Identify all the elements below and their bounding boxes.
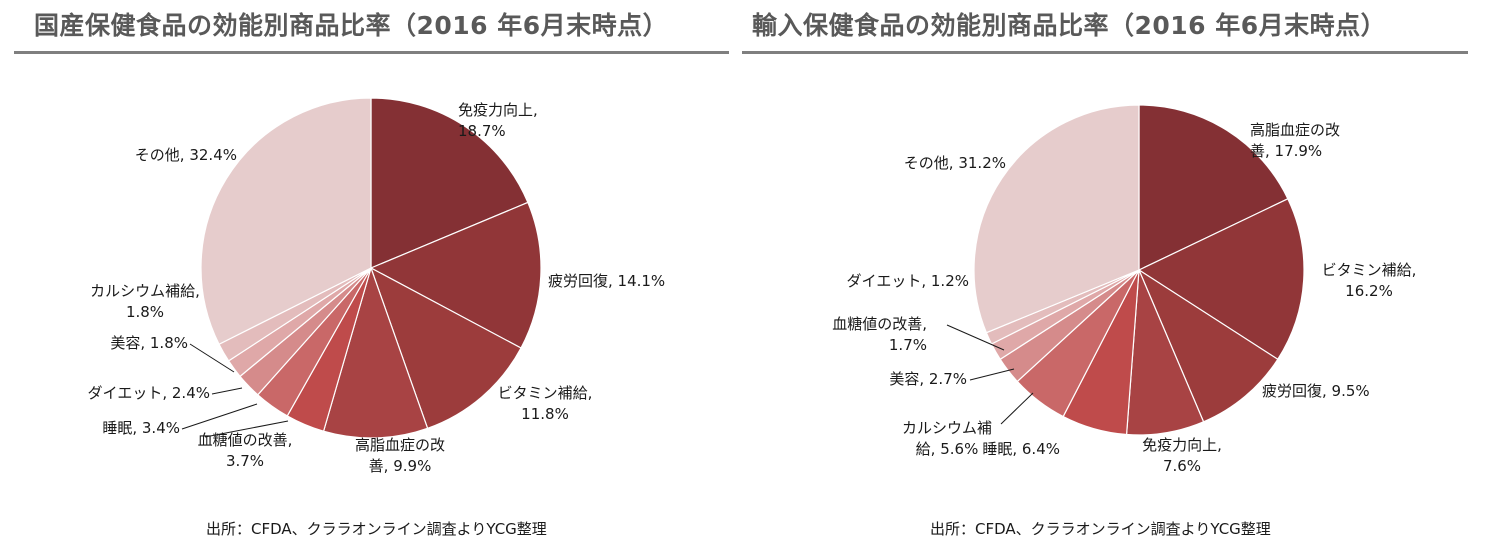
left-slice-label: その他, 32.4% [135,146,237,164]
left-slice-label: カルシウム補給, 1.8% [90,282,200,321]
right-slice-label: 疲労回復, 9.5% [1262,382,1370,400]
left-leader-line [204,420,289,438]
right-chart-title: 輸入保健食品の効能別商品比率（2016 年6月末時点） [752,11,1387,40]
left-pie-chart: 免疫力向上, 18.7% 疲労回復, 14.1% ビタミン補給, 11.8% 高脂血症の改… [88,97,665,475]
left-slice-label: 美容, 1.8% [110,334,188,352]
left-chart-title: 国産保健食品の効能別商品比率（2016 年6月末時点） [34,11,669,40]
left-pie-slice [369,266,522,430]
right-chart-panel: 輸入保健食品の効能別商品比率（2016 年6月末時点） 高脂血症の改善, 17.… [742,0,1486,553]
left-slice-label: ダイエット, 2.4% [88,384,211,402]
right-slice-label: 睡眠, 6.4% [982,440,1060,458]
left-slice-label: 高脂血症の改善, 9.9% [355,436,445,475]
left-leader-line [211,387,243,395]
right-leader-line [1000,392,1034,425]
left-leader-line [181,403,258,430]
right-pie-slice [973,104,1140,334]
left-pie-slice [369,201,542,349]
right-leader-line [969,368,1015,381]
right-slice-label: 免疫力向上, 7.6% [1142,436,1222,475]
right-slice-label: ダイエット, 1.2% [847,272,970,290]
right-slice-label: ビタミン補給, 16.2% [1322,261,1417,300]
left-slice-label: 睡眠, 3.4% [102,419,180,437]
left-leader-line [189,343,235,373]
right-pie-slice [1138,104,1289,271]
left-slice-label: ビタミン補給, 11.8% [498,384,593,423]
right-slice-label: 血糖値の改善, 1.7% [832,315,927,354]
right-slice-label: その他, 31.2% [904,154,1006,172]
left-pie-slice [200,97,372,346]
right-source-note: 出所：CFDA、クララオンライン調査よりYCG整理 [930,520,1271,538]
right-pie-chart: 高脂血症の改善, 17.9% ビタミン補給, 16.2% 疲労回復, 9.5% 免疫力向… [832,104,1417,475]
left-title-underline [14,51,729,54]
right-pie-slice [1137,268,1279,423]
right-slice-label: 美容, 2.7% [889,370,967,388]
right-slice-label: 高脂血症の改善, 17.9% [1250,121,1340,160]
left-chart-panel: 国産保健食品の効能別商品比率（2016 年6月末時点） 免疫力向上, 18.7% 疲… [0,0,735,553]
right-slice-label: カルシウム補給, 5.6% [902,419,992,458]
right-leader-line [946,324,1005,351]
right-title-underline [742,51,1468,54]
left-pie-slice [322,266,429,439]
left-slice-label: 免疫力向上, 18.7% [458,101,538,140]
left-slice-label: 疲労回復, 14.1% [548,272,665,290]
left-slice-label: 血糖値の改善, 3.7% [198,431,293,470]
right-pie-slice [1137,198,1305,361]
left-source-note: 出所：CFDA、クララオンライン調査よりYCG整理 [206,520,547,538]
left-pie-slice [370,97,529,269]
